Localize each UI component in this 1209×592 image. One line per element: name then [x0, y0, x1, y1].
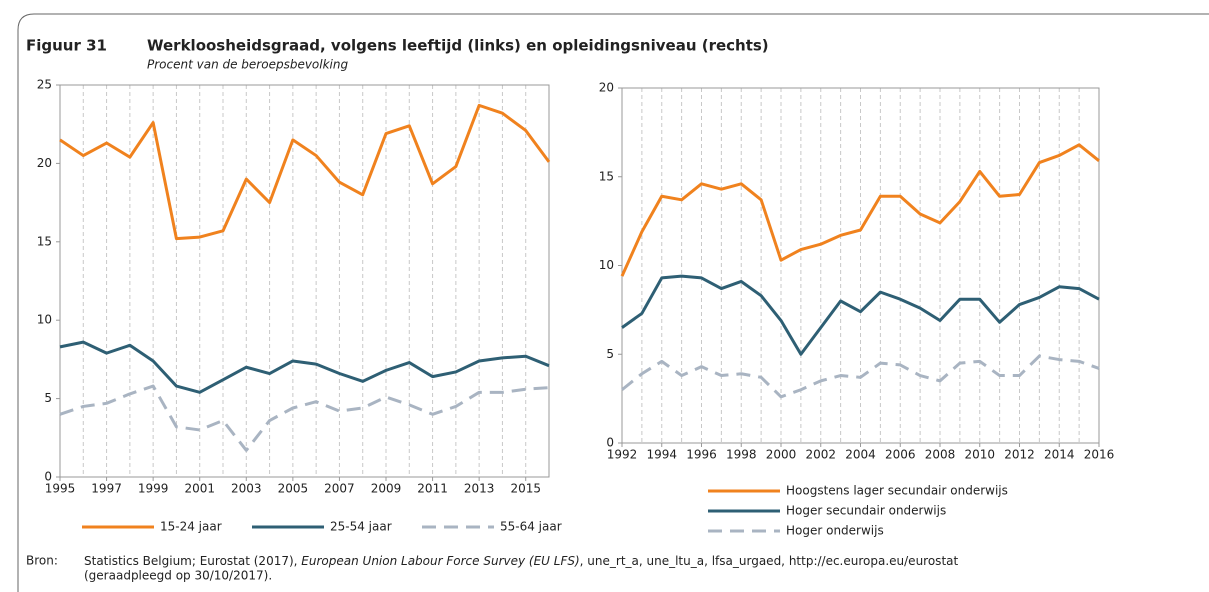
- figure-title: Werkloosheidsgraad, volgens leeftijd (li…: [147, 37, 769, 55]
- source-text: (geraadpleegd op 30/10/2017).: [84, 569, 272, 583]
- series-line: [621, 354, 1100, 399]
- x-tick-label: 2016: [1084, 448, 1115, 462]
- source-text: , une_rt_a, une_ltu_a, lfsa_urgaed, http…: [580, 554, 959, 568]
- y-tick-label: 0: [44, 470, 52, 484]
- y-tick-label: 25: [37, 78, 52, 92]
- x-tick-label: 2006: [885, 448, 916, 462]
- x-tick-label: 2013: [464, 482, 495, 496]
- x-tick-label: 1992: [607, 448, 638, 462]
- x-tick-label: 2005: [278, 482, 309, 496]
- y-tick-label: 10: [599, 258, 614, 272]
- figure-label: Figuur 31: [26, 37, 107, 55]
- x-tick-label: 2009: [371, 482, 402, 496]
- legend-label: Hoger onderwijs: [786, 524, 884, 538]
- x-tick-label: 2014: [1044, 448, 1075, 462]
- x-tick-label: 1996: [686, 448, 717, 462]
- x-tick-label: 2007: [324, 482, 355, 496]
- y-tick-label: 20: [37, 156, 52, 170]
- series-line: [621, 274, 1100, 356]
- x-tick-label: 2002: [805, 448, 836, 462]
- source-text: Statistics Belgium; Eurostat (2017),: [84, 554, 301, 568]
- source-label: Bron:: [26, 554, 58, 568]
- y-tick-label: 15: [599, 169, 614, 183]
- subtitle: Procent van de beroepsbevolking: [147, 58, 349, 72]
- x-tick-label: 2012: [1004, 448, 1035, 462]
- legend-label: 25-54 jaar: [330, 520, 392, 534]
- source: Statistics Belgium; Eurostat (2017), Eur…: [84, 554, 958, 568]
- x-tick-label: 2000: [766, 448, 797, 462]
- x-tick-label: 2003: [231, 482, 262, 496]
- x-tick-label: 2001: [184, 482, 215, 496]
- source-text: European Union Labour Force Survey (EU L…: [301, 554, 579, 568]
- series-line: [59, 103, 551, 241]
- frame: [17, 13, 1209, 592]
- legend-label: Hoger secundair onderwijs: [786, 504, 946, 518]
- series-line: [59, 340, 550, 394]
- x-tick-label: 2011: [417, 482, 448, 496]
- y-tick-label: 5: [606, 347, 614, 361]
- y-tick-label: 5: [44, 391, 52, 405]
- x-tick-label: 2008: [925, 448, 956, 462]
- plot-border: [59, 84, 550, 478]
- series-line: [620, 143, 1100, 277]
- x-tick-label: 1998: [726, 448, 757, 462]
- x-tick-label: 1995: [45, 482, 76, 496]
- y-tick-label: 10: [37, 313, 52, 327]
- legend-label: 15-24 jaar: [160, 520, 222, 534]
- x-tick-label: 2004: [845, 448, 876, 462]
- x-tick-label: 2015: [510, 482, 541, 496]
- x-tick-label: 1999: [138, 482, 169, 496]
- x-tick-label: 1994: [646, 448, 677, 462]
- series-line: [59, 384, 550, 452]
- y-tick-label: 15: [37, 234, 52, 248]
- legend-label: 55-64 jaar: [500, 520, 562, 534]
- y-tick-label: 20: [599, 81, 614, 95]
- x-tick-label: 2010: [964, 448, 995, 462]
- x-tick-label: 1997: [91, 482, 122, 496]
- legend-label: Hoogstens lager secundair onderwijs: [786, 484, 1008, 498]
- y-tick-label: 0: [606, 436, 614, 450]
